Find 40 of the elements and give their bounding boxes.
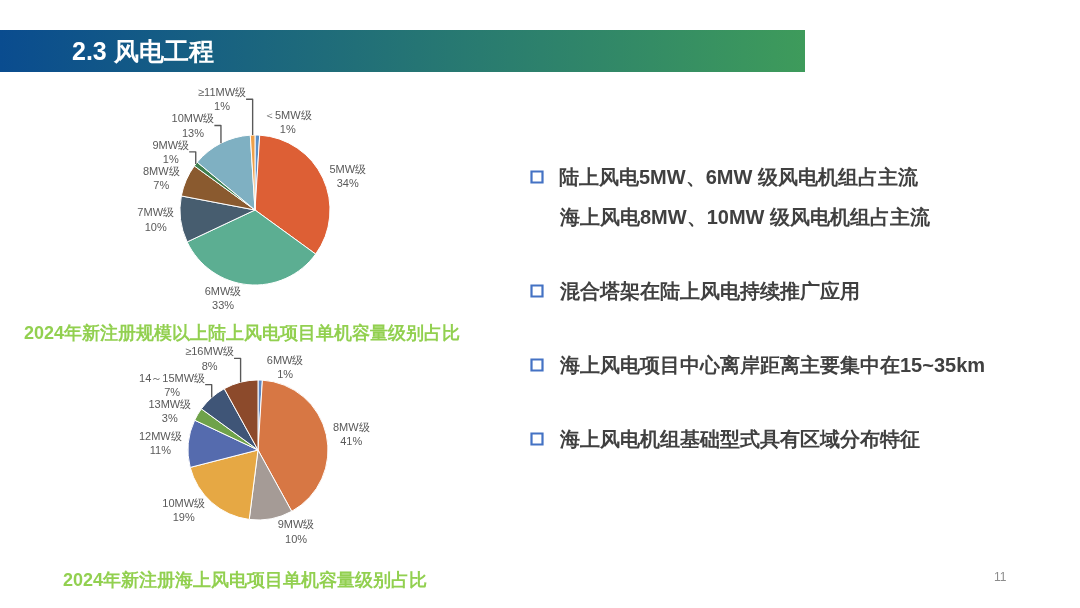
data-label: 10% [285,532,308,545]
data-label: 7% [164,385,181,398]
slice-label: 5MW级 [329,162,367,175]
data-label: 1% [277,368,294,381]
slice-label: 10MW级 [171,112,215,125]
slice-label: ≥11MW级 [198,86,247,99]
slice-label: ≥16MW级 [185,345,235,358]
data-label: 3% [161,412,178,425]
text: 11 [994,570,1007,584]
slice-label: 13MW级 [148,397,192,410]
slice-label: 6MW级 [266,353,304,366]
text: 海上风电项目中心离岸距离主要集中在15~35km [559,354,986,376]
slice-label: 12MW级 [138,430,182,443]
data-label: 34% [336,176,359,189]
slice-label: 8MW级 [142,164,180,177]
data-label: 33% [212,298,235,311]
slice-label: 6MW级 [204,284,242,297]
text: 陆上风电5MW、6MW 级风电机组占主流海上风电8MW、10MW 级风电机组占主流 [559,166,931,228]
data-label: 1% [162,152,179,165]
slice-label: 14～15MW级 [139,371,206,384]
text: 2024年新注册规模以上陆上风电项目单机容量级别占比 [24,323,461,343]
slice-label: 9MW级 [277,518,315,531]
slice-label: 7MW级 [137,206,175,219]
slice-label: 8MW级 [332,420,370,433]
data-label: 1% [279,123,296,136]
slice-label: 9MW级 [152,138,190,151]
data-label: 10% [144,220,167,233]
data-label: 13% [181,126,205,139]
slice-label: ＜5MW级 [263,108,312,121]
text: 2.3 风电工程 [72,37,214,65]
data-label: 8% [201,359,218,372]
slice-label: 10MW级 [162,496,206,509]
data-label: 11% [149,444,172,457]
data-label: 1% [214,100,231,113]
data-label: 7% [153,179,170,192]
text: 混合塔架在陆上风电持续推广应用 [559,280,860,302]
text: 2024年新注册海上风电项目单机容量级别占比 [63,570,428,590]
data-label: 19% [172,511,195,524]
text: 海上风电机组基础型式具有区域分布特征 [559,428,920,450]
data-label: 41% [340,435,363,448]
